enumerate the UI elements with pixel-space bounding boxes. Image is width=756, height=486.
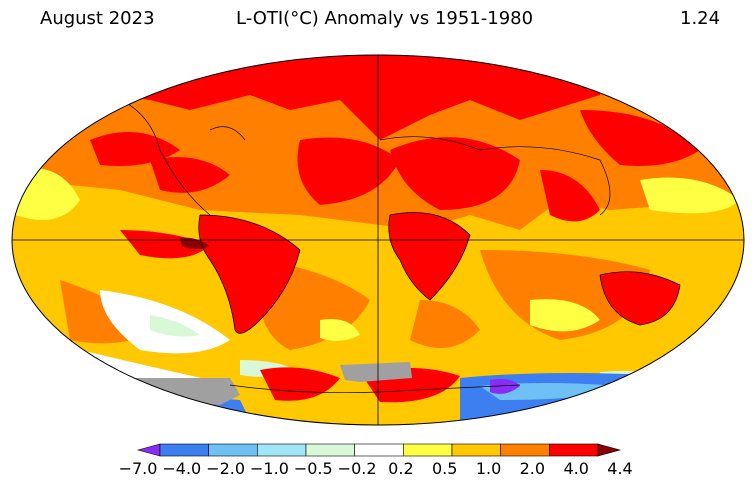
legend-bin: [500, 443, 550, 457]
legend-bin: [549, 443, 599, 457]
legend-tick-label: −0.5: [294, 459, 333, 478]
global-mean-value: 1.24: [680, 8, 721, 29]
legend-bin: [354, 443, 404, 457]
legend-tick-label: −2.0: [206, 459, 245, 478]
legend-bin: [403, 443, 453, 457]
legend-bin: [305, 443, 355, 457]
legend-tick-label: 4.0: [563, 459, 588, 478]
map-month-label: August 2023: [40, 8, 155, 29]
legend-bin: [159, 443, 209, 457]
legend-bin: [257, 443, 307, 457]
legend-tick-label: 0.2: [388, 459, 413, 478]
legend-tick-label: −4.0: [162, 459, 201, 478]
legend-tick-label: 0.5: [432, 459, 457, 478]
legend-tick-label: 1.0: [476, 459, 501, 478]
legend-bin: [451, 443, 501, 457]
legend-tick-label: 2.0: [520, 459, 545, 478]
legend-tick-label: −7.0: [119, 459, 158, 478]
legend-tick-label: 4.4: [607, 459, 632, 478]
map-title: L-OTI(°C) Anomaly vs 1951-1980: [236, 8, 534, 29]
legend-bin: [208, 443, 258, 457]
globe-outline: [11, 54, 745, 426]
legend-bin: [597, 443, 622, 457]
map-field: [12, 55, 744, 425]
color-legend-labels: −7.0 −4.0 −2.0 −1.0 −0.5 −0.2 0.2 0.5 1.0 2.0 4.0 4…: [119, 459, 633, 478]
coastlines: [109, 94, 681, 394]
legend-bin: [136, 443, 161, 457]
color-legend: [136, 443, 622, 457]
legend-tick-label: −1.0: [250, 459, 289, 478]
legend-tick-label: −0.2: [338, 459, 377, 478]
